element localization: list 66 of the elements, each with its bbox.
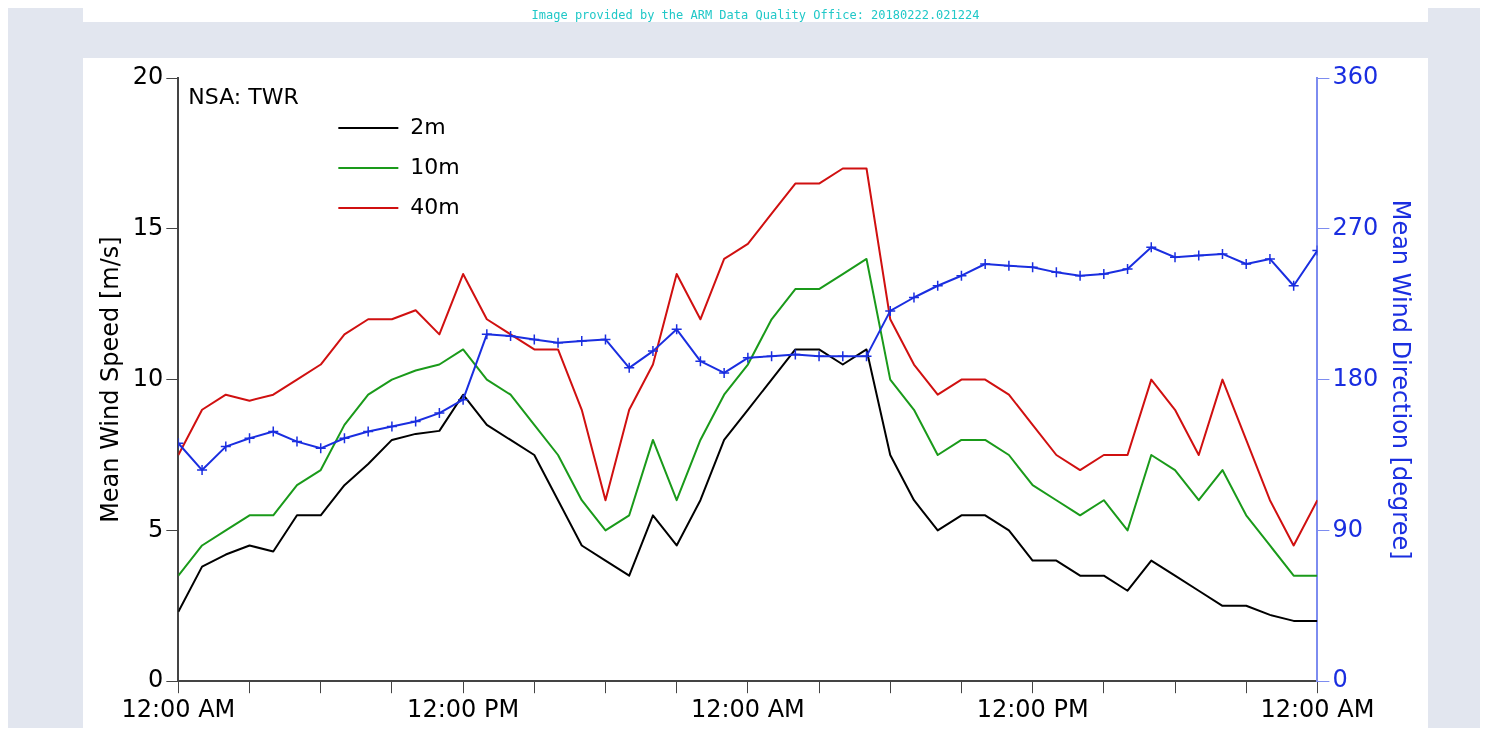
y2-tick-label: 270: [1332, 213, 1379, 242]
legend-label: 2m: [410, 113, 446, 139]
point: [1050, 266, 1063, 279]
y-tick-label: 15: [132, 213, 164, 242]
point: [362, 425, 374, 438]
point: [433, 407, 446, 419]
point: [1287, 280, 1300, 292]
point: [718, 367, 730, 379]
point: [291, 435, 303, 448]
point: [1216, 248, 1229, 260]
point: [528, 333, 541, 346]
point: [457, 393, 469, 406]
point: [884, 305, 896, 317]
point: [552, 336, 564, 349]
y2-axis-title: Mean Wind Direction [degree]: [1387, 199, 1416, 560]
y-tick-label: 10: [132, 363, 164, 392]
point: [599, 333, 612, 346]
point: [860, 350, 873, 362]
x-tick-label: 12:00 AM: [690, 694, 805, 723]
y-tick-label: 5: [148, 514, 164, 543]
point: [1098, 268, 1110, 280]
point: [813, 350, 825, 362]
point: [196, 464, 208, 476]
point: [647, 345, 659, 357]
point: [267, 425, 280, 438]
point: [837, 350, 849, 362]
point: [481, 328, 493, 341]
x-tick-label: 12:00 AM: [121, 694, 236, 723]
y-tick-label: 20: [132, 62, 164, 91]
x-tick-label: 12:00 AM: [1260, 694, 1375, 723]
point: [670, 323, 683, 336]
point: [386, 420, 398, 433]
y-axis-title: Mean Wind Speed [m/s]: [95, 236, 124, 523]
legend-label: 40m: [410, 193, 460, 219]
point: [1192, 249, 1205, 262]
point: [1121, 263, 1134, 275]
point: [1169, 251, 1181, 264]
point: [955, 269, 968, 282]
point: [1145, 241, 1158, 253]
text: Image provided by the ARM Data Quality Office: 20180222.021224: [531, 8, 980, 22]
point: [1240, 258, 1252, 270]
point: [314, 442, 327, 455]
point: [243, 432, 256, 444]
y2-tick-label: 90: [1332, 514, 1363, 543]
y2-tick-label: 0: [1332, 665, 1348, 694]
legend-title: NSA: TWR: [188, 83, 299, 109]
point: [742, 352, 754, 364]
point: [220, 440, 232, 453]
point: [1264, 253, 1276, 265]
point: [338, 432, 351, 444]
point: [504, 330, 517, 342]
x-tick-label: 12:00 PM: [407, 694, 520, 723]
point: [979, 258, 991, 270]
y2-tick-label: 180: [1332, 363, 1379, 392]
point: [931, 280, 944, 292]
point: [623, 362, 635, 374]
point: [789, 348, 802, 361]
point: [1074, 269, 1086, 282]
point: [409, 415, 422, 428]
y-tick-label: 0: [148, 665, 164, 694]
point: [908, 291, 920, 304]
legend-label: 10m: [410, 153, 460, 179]
point: [765, 350, 778, 362]
x-tick-label: 12:00 PM: [976, 694, 1089, 723]
y2-tick-label: 360: [1332, 62, 1379, 91]
point: [694, 355, 707, 367]
